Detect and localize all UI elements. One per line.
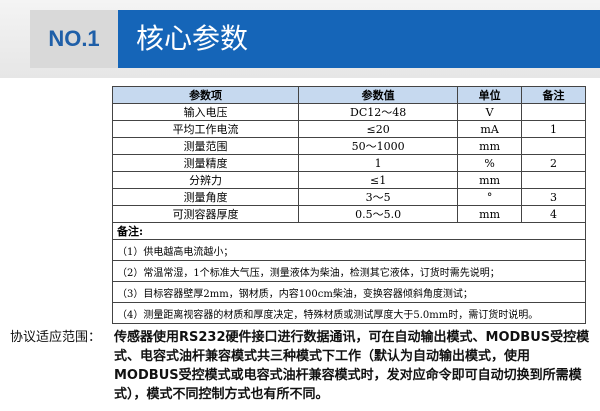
header: NO.1 核心参数 xyxy=(0,0,600,78)
cell: 平均工作电流 xyxy=(111,120,300,138)
note: （2）常温常湿，1个标准大气压，测量液体为柴油，检测其它液体，订货时需先说明； xyxy=(112,260,586,282)
cell: ≤20 xyxy=(298,120,459,138)
cell xyxy=(521,137,586,155)
row: 测量范围 50～1000 mm xyxy=(111,137,586,155)
row: 输入电压 DC12～48 V xyxy=(111,103,586,121)
cell: V xyxy=(457,103,523,121)
header-title: 核心参数 xyxy=(118,10,600,68)
cell: DC12～48 xyxy=(298,103,459,121)
cell: mm xyxy=(457,137,523,155)
row: 平均工作电流 ≤20 mA 1 xyxy=(111,120,586,138)
note: （4）测量距离视容器的材质和厚度决定，特殊材质或测试厚度大于5.0mm时，需订货… xyxy=(112,302,586,324)
notes-title-row: 备注: xyxy=(112,222,586,240)
cell: 测量角度 xyxy=(111,188,300,206)
note-row: （3）目标容器壁厚2mm，钢材质，内容100cm柴油，变换容器倾斜角度测试； xyxy=(112,281,586,303)
cell xyxy=(521,171,586,189)
cell: ° xyxy=(457,188,523,206)
cell: mm xyxy=(457,171,523,189)
protocol-text: 传感器使用RS232硬件接口进行数据通讯，可在自动输出模式、MODBUS受控模式… xyxy=(114,330,590,402)
cell: mA xyxy=(457,120,523,138)
badge: NO.1 xyxy=(30,10,118,68)
cell: 测量精度 xyxy=(111,154,300,172)
note-row: （4）测量距离视容器的材质和厚度决定，特殊材质或测试厚度大于5.0mm时，需订货… xyxy=(112,302,586,324)
row: 测量角度 3～5 ° 3 xyxy=(111,188,586,206)
cell: 测量范围 xyxy=(111,137,300,155)
cell: 可测容器厚度 xyxy=(111,205,300,223)
note: （1）供电越高电流越小； xyxy=(112,239,586,261)
spec-table: 参数项 参数值 单位 备注 输入电压 DC12～48 V 平均工作电流 ≤20 mA 1 测量范围 50… xyxy=(111,86,586,324)
cell: 2 xyxy=(521,154,586,172)
cell: 0.5～5.0 xyxy=(298,205,459,223)
column-header: 参数值 xyxy=(298,86,459,104)
cell: 输入电压 xyxy=(111,103,300,121)
row: 可测容器厚度 0.5～5.0 mm 4 xyxy=(111,205,586,223)
column-header: 参数项 xyxy=(111,86,300,104)
note-row: （2）常温常湿，1个标准大气压，测量液体为柴油，检测其它液体，订货时需先说明； xyxy=(112,260,586,282)
cell: 1 xyxy=(298,154,459,172)
header-row: 参数项 参数值 单位 备注 xyxy=(111,86,586,104)
cell: mm xyxy=(457,205,523,223)
cell: 4 xyxy=(521,205,586,223)
column-header: 单位 xyxy=(457,86,523,104)
cell: ≤1 xyxy=(298,171,459,189)
cell: % xyxy=(457,154,523,172)
note: （3）目标容器壁厚2mm，钢材质，内容100cm柴油，变换容器倾斜角度测试； xyxy=(112,281,586,303)
cell: 50～1000 xyxy=(298,137,459,155)
row: 测量精度 1% 2 xyxy=(111,154,586,172)
column-header: 备注 xyxy=(521,86,586,104)
cell: 3 xyxy=(521,188,586,206)
notes-title: 备注: xyxy=(112,222,586,240)
cell: 3～5 xyxy=(298,188,459,206)
cell xyxy=(521,103,586,121)
note-row: （1）供电越高电流越小； xyxy=(112,239,586,261)
cell: 1 xyxy=(521,120,586,138)
protocol-label: 协议适应范围： xyxy=(10,330,102,345)
cell: 分辨力 xyxy=(111,171,300,189)
row: 分辨力 ≤1 mm xyxy=(111,171,586,189)
